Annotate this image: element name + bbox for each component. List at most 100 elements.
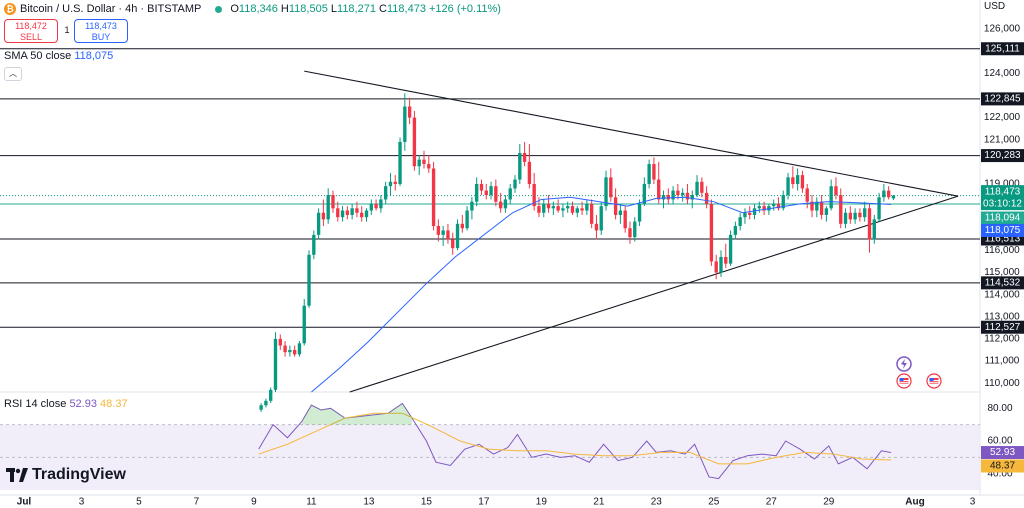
price-label-last: 118,473: [985, 186, 1021, 197]
candle-body: [728, 234, 733, 264]
price-label-countdown: 03:10:12: [983, 198, 1022, 209]
currency-selector[interactable]: USD: [984, 1, 1006, 12]
candle-body: [613, 197, 618, 215]
candle-body: [522, 152, 527, 162]
candle-body: [465, 210, 469, 229]
flag-canton: [899, 378, 904, 381]
candle-body: [886, 190, 891, 198]
sma-legend[interactable]: SMA 50 close 118,075: [4, 50, 113, 62]
candle-body: [786, 177, 790, 196]
price-grid: [0, 0, 1024, 496]
price-tick-label: 114,000: [984, 289, 1020, 300]
candle-body: [839, 195, 843, 224]
price-axis[interactable]: 110,000 111,000 112,000 113,000 114,000 115,0…: [984, 24, 1021, 480]
price-tick-label: 112,000: [984, 334, 1020, 345]
chevron-up-icon[interactable]: ︿: [4, 67, 22, 81]
rsi-tick-label: 80.00: [987, 403, 1012, 414]
candle-body: [690, 195, 694, 200]
candle-body: [853, 212, 857, 220]
candle-body: [676, 190, 680, 196]
candle-body: [848, 212, 853, 220]
candle-body: [374, 203, 378, 209]
event-markers[interactable]: [896, 356, 942, 389]
candle-body: [877, 197, 881, 220]
candle-body: [326, 195, 330, 220]
candle-body: [513, 179, 517, 189]
candle-body: [719, 257, 723, 273]
candle-body: [733, 226, 738, 235]
us-flag-icon[interactable]: [896, 373, 912, 389]
price-label-bg: [981, 211, 1024, 225]
flag-stripe: [899, 380, 909, 382]
buy-price: 118,473: [85, 21, 117, 31]
candle-body: [824, 208, 829, 215]
price-axis-labels: 125,111 122,845 120,283 116,513 114,532 112,5…: [981, 42, 1024, 473]
candle-body: [575, 208, 579, 213]
price-label-rsi_ma: 48.37: [990, 461, 1015, 472]
sma-line: [311, 196, 892, 393]
rsi-band-fill: [0, 424, 980, 490]
time-tick-label: 15: [421, 497, 433, 508]
time-tick-label: 5: [136, 497, 142, 508]
time-tick-label: 23: [651, 497, 663, 508]
level-price-label-bg: [981, 92, 1024, 106]
candle-body: [585, 203, 589, 211]
candle-body: [671, 190, 675, 200]
candle-body: [657, 179, 661, 200]
time-tick-label: 9: [251, 497, 257, 508]
rsi-legend[interactable]: RSI 14 close 52.93 48.37: [4, 398, 128, 410]
candle-body: [724, 257, 728, 264]
rsi-tick-label: 40.00: [987, 468, 1012, 479]
price-tick-label: 126,000: [984, 24, 1021, 35]
buy-button[interactable]: 118,473 BUY: [74, 19, 128, 43]
candle-body: [460, 223, 464, 229]
candle-body: [398, 141, 402, 184]
candle-body: [436, 226, 441, 235]
crypto-event-icon[interactable]: [896, 356, 912, 372]
symbol-title[interactable]: Bitcoin / U.S. Dollar · 4h · BITSTAMP: [20, 3, 202, 15]
candle-body: [431, 168, 436, 227]
candle-body: [302, 305, 306, 344]
level-price-label-bg: [981, 149, 1024, 163]
trendline[interactable]: [304, 70, 959, 197]
candle-body: [810, 201, 814, 211]
candle-body: [273, 338, 278, 390]
candle-body: [312, 234, 316, 255]
level-price-label-bg: [981, 320, 1024, 334]
candle-body: [379, 199, 383, 209]
chart-header: ₿ Bitcoin / U.S. Dollar · 4h · BITSTAMP …: [0, 0, 501, 18]
candle-body: [776, 203, 781, 209]
candle-body: [355, 208, 359, 213]
candle-body: [795, 175, 800, 184]
level-price-label: 120,283: [984, 150, 1021, 161]
candle-body: [858, 212, 862, 218]
time-tick-label: Jul: [17, 497, 32, 508]
candles: [259, 93, 896, 412]
tradingview-logo[interactable]: TradingView: [6, 466, 126, 484]
candle-body: [383, 186, 388, 200]
price-tick-label: 110,000: [984, 378, 1020, 389]
candle-body: [652, 164, 656, 180]
candle-body: [259, 405, 263, 410]
time-tick-label: 21: [593, 497, 605, 508]
time-tick-label: 17: [478, 497, 490, 508]
candle-body: [503, 199, 508, 209]
candle-body: [863, 208, 867, 218]
candle-body: [618, 210, 623, 215]
price-tick-label: 121,000: [984, 134, 1021, 145]
price-label-bg: [981, 197, 1024, 211]
trendlines[interactable]: [304, 70, 959, 393]
time-axis[interactable]: Jul 3 5 7 9 11 13 15 17 19 21 23 25 27 29 Aug 3: [17, 497, 976, 508]
candle-body: [336, 208, 340, 218]
sma-50-line: [311, 196, 892, 393]
horizontal-levels[interactable]: [0, 48, 980, 328]
rsi-ma-legend-value: 48.37: [100, 398, 128, 410]
candle-body: [867, 208, 872, 240]
price-tick-label: 122,000: [984, 112, 1021, 123]
candle-body: [321, 212, 326, 220]
us-flag-icon[interactable]: [926, 373, 942, 389]
sell-button[interactable]: 118,472 SELL: [4, 19, 58, 43]
trendline[interactable]: [349, 195, 959, 393]
